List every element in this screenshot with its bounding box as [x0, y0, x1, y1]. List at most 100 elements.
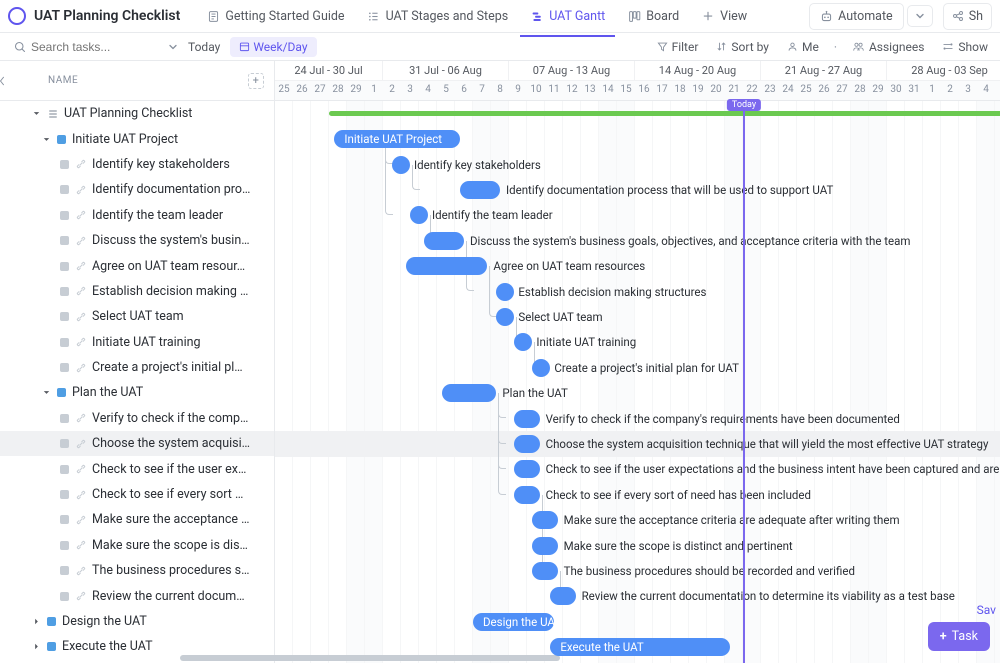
day-header[interactable]: 28: [851, 81, 869, 100]
day-header[interactable]: 29: [869, 81, 887, 100]
search-dropdown[interactable]: [168, 42, 178, 52]
gantt-bar[interactable]: [514, 460, 539, 478]
tree-row[interactable]: Initiate UAT training: [0, 330, 274, 355]
day-header[interactable]: 5: [437, 81, 455, 100]
day-header[interactable]: 18: [671, 81, 689, 100]
day-header[interactable]: 15: [617, 81, 635, 100]
app-logo[interactable]: [8, 7, 26, 25]
gantt-body[interactable]: TodayInitiate UAT ProjectIdentify key st…: [275, 101, 1000, 663]
gantt-bar[interactable]: [532, 537, 557, 555]
share-button[interactable]: Sh: [943, 3, 992, 30]
day-header[interactable]: 3: [959, 81, 977, 100]
day-header[interactable]: 16: [635, 81, 653, 100]
sortby-button[interactable]: Sort by: [712, 38, 773, 56]
day-header[interactable]: 1: [923, 81, 941, 100]
day-header[interactable]: 4: [419, 81, 437, 100]
day-header[interactable]: 2: [383, 81, 401, 100]
day-header[interactable]: 25: [797, 81, 815, 100]
automate-button[interactable]: Automate: [809, 3, 904, 30]
tree-row[interactable]: The business procedures s…: [0, 558, 274, 583]
gantt-bar[interactable]: [514, 486, 539, 504]
tree-row[interactable]: Identify key stakeholders: [0, 152, 274, 177]
day-header[interactable]: 20: [707, 81, 725, 100]
day-header[interactable]: 3: [401, 81, 419, 100]
gantt-bar[interactable]: [532, 359, 550, 377]
gantt-bar[interactable]: [442, 384, 496, 402]
new-task-button[interactable]: + Task: [928, 622, 990, 651]
search-box[interactable]: [8, 38, 158, 56]
tree-row[interactable]: Create a project's initial pl…: [0, 355, 274, 380]
tab-uat-gantt[interactable]: UAT Gantt: [520, 3, 615, 30]
week-header[interactable]: 24 Jul - 30 Jul: [275, 61, 383, 80]
caret-right-icon[interactable]: [32, 641, 44, 653]
day-header[interactable]: 26: [815, 81, 833, 100]
day-header[interactable]: 27: [311, 81, 329, 100]
day-header[interactable]: 4: [977, 81, 995, 100]
day-header[interactable]: 2: [941, 81, 959, 100]
day-header[interactable]: 11: [545, 81, 563, 100]
day-header[interactable]: 13: [581, 81, 599, 100]
automate-dropdown[interactable]: [907, 5, 933, 27]
week-header[interactable]: 31 Jul - 06 Aug: [383, 61, 509, 80]
gantt-bar[interactable]: [514, 435, 539, 453]
day-header[interactable]: 1: [365, 81, 383, 100]
tab-uat-stages-and-steps[interactable]: UAT Stages and Steps: [357, 3, 519, 30]
day-header[interactable]: 19: [689, 81, 707, 100]
tab-board[interactable]: Board: [617, 3, 689, 30]
today-button[interactable]: Today: [188, 40, 220, 54]
day-header[interactable]: 12: [563, 81, 581, 100]
show-button[interactable]: Show: [938, 38, 992, 56]
day-header[interactable]: 17: [653, 81, 671, 100]
tree-row[interactable]: Review the current docum…: [0, 583, 274, 608]
tree-row[interactable]: Verify to check if the comp…: [0, 406, 274, 431]
weekday-toggle[interactable]: Week/Day: [230, 37, 316, 57]
week-header[interactable]: 14 Aug - 20 Aug: [635, 61, 761, 80]
day-header[interactable]: 6: [455, 81, 473, 100]
tree-row[interactable]: Establish decision making …: [0, 279, 274, 304]
day-header[interactable]: 24: [779, 81, 797, 100]
tree-row[interactable]: UAT Planning Checklist: [0, 101, 274, 126]
filter-button[interactable]: Filter: [653, 38, 703, 56]
caret-down-icon[interactable]: [42, 133, 54, 145]
tree-row[interactable]: Choose the system acquisi…: [0, 431, 274, 456]
gantt-bar[interactable]: [532, 562, 557, 580]
tab-view[interactable]: View: [691, 3, 757, 30]
caret-down-icon[interactable]: [42, 387, 54, 399]
tree-row[interactable]: Make sure the acceptance …: [0, 507, 274, 532]
tree-row[interactable]: Check to see if the user ex…: [0, 456, 274, 481]
gantt-bar[interactable]: Design the UAT: [473, 613, 554, 631]
tree-row[interactable]: Select UAT team: [0, 304, 274, 329]
scrollbar-thumb[interactable]: [180, 655, 560, 661]
day-header[interactable]: 5: [995, 81, 1000, 100]
gantt-bar[interactable]: [424, 232, 464, 250]
day-header[interactable]: 21: [725, 81, 743, 100]
day-header[interactable]: 9: [509, 81, 527, 100]
tab-getting-started-guide[interactable]: Getting Started Guide: [196, 3, 354, 30]
tree-row[interactable]: Plan the UAT: [0, 380, 274, 405]
day-header[interactable]: 27: [833, 81, 851, 100]
gantt-bar[interactable]: [514, 410, 539, 428]
week-header[interactable]: 21 Aug - 27 Aug: [761, 61, 887, 80]
gantt-bar[interactable]: Initiate UAT Project: [334, 130, 460, 148]
gantt-bar[interactable]: [532, 511, 557, 529]
day-header[interactable]: 10: [527, 81, 545, 100]
day-header[interactable]: 30: [887, 81, 905, 100]
tree-row[interactable]: Identify the team leader: [0, 203, 274, 228]
gantt-bar[interactable]: [460, 181, 500, 199]
tree-row[interactable]: Discuss the system's busin…: [0, 228, 274, 253]
gantt-bar[interactable]: [406, 257, 487, 275]
week-header[interactable]: 28 Aug - 03 Sep: [887, 61, 1000, 80]
day-header[interactable]: 14: [599, 81, 617, 100]
list-summary-bar[interactable]: [329, 111, 1000, 116]
day-header[interactable]: 29: [347, 81, 365, 100]
day-header[interactable]: 22: [743, 81, 761, 100]
day-header[interactable]: 8: [491, 81, 509, 100]
tree-row[interactable]: Agree on UAT team resour…: [0, 253, 274, 278]
tree-row[interactable]: Design the UAT: [0, 609, 274, 634]
gantt-bar[interactable]: [550, 587, 575, 605]
tree-row[interactable]: Make sure the scope is dis…: [0, 533, 274, 558]
gantt-bar[interactable]: [392, 156, 410, 174]
day-header[interactable]: 31: [905, 81, 923, 100]
collapse-panel-icon[interactable]: [0, 75, 8, 87]
caret-right-icon[interactable]: [32, 616, 44, 628]
